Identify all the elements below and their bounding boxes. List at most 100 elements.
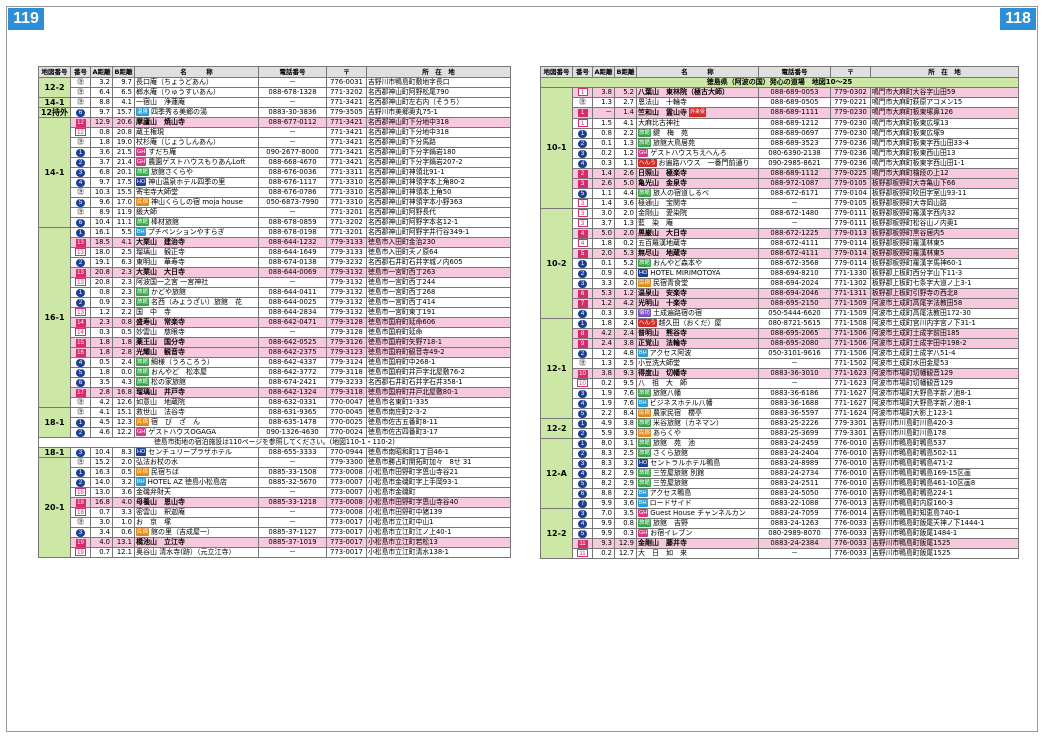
table-row: 18 16.8 4.0 母養山 恩山寺 0885-33-1218 773-0008 小松島市… <box>39 497 511 508</box>
distance-a-cell: 4.1 <box>90 407 113 418</box>
distance-a-cell: 1.4 <box>592 167 615 179</box>
table-row: 5 1.1 4.4 旅館 旅人の宿道しるべ 088-672-6171 779-0104 板野郡… <box>541 187 1019 199</box>
distance-b-cell: 9.3 <box>614 367 637 379</box>
number-badge: 6 <box>578 489 587 497</box>
number-badge: 11 <box>577 539 588 547</box>
facility-name-cell: お 京 塚 <box>134 517 259 528</box>
facility-name-cell: 藍 染 庵 <box>636 217 759 229</box>
facility-name: 三笠屋旅館 <box>653 478 689 487</box>
number-badge: 17 <box>75 389 86 397</box>
distance-a-cell: 3.5 <box>90 377 113 388</box>
distance-b-cell: 4.1 <box>614 117 637 129</box>
phone-cell: 0883-24-1263 <box>758 517 831 529</box>
row-number-cell: 6 <box>572 487 593 499</box>
postal-code-cell: 779-3118 <box>326 387 367 398</box>
phone-cell: 0883-22-1088 <box>758 497 831 509</box>
postal-code-cell: 779-3124 <box>326 357 367 368</box>
distance-b-cell: 2.0 <box>112 457 135 468</box>
distance-a-cell: 12.9 <box>90 117 113 128</box>
number-badge: 13 <box>75 239 86 247</box>
distance-b-cell: 12.1 <box>112 547 135 558</box>
facility-name-cell: 日照山 極楽寺 <box>636 167 759 179</box>
row-number-cell: 5 <box>572 477 593 489</box>
row-number-cell: 4 <box>70 357 91 368</box>
address-cell: 名西郡神山町神領字本小野363 <box>366 197 511 208</box>
address-cell: 鳴門市大麻町檜段の上12 <box>870 167 1019 179</box>
row-number-cell: 3 <box>572 457 593 469</box>
distance-a-cell: 0.9 <box>592 267 615 279</box>
distance-b-cell: 0.8 <box>614 517 637 529</box>
facility-name-cell: HO セントラルホテル鴨島 <box>636 457 759 469</box>
phone-cell: 088-694-8210 <box>758 267 831 279</box>
address-cell: 吉野川市鴨島町飯尾1525 <box>870 537 1019 549</box>
row-number-cell: 2 <box>572 267 593 279</box>
facility-name-cell: 蔵王権現 <box>134 127 259 138</box>
table-row: ㊟ 8.9 11.9 鍛大師 － 771-3201 名西郡神山町阿野長代 <box>39 207 511 218</box>
lodging-type-badge: 旅館 <box>136 298 150 306</box>
row-number-cell: 1 <box>70 287 91 298</box>
phone-cell: － <box>258 517 327 528</box>
distance-b-cell: 2.6 <box>614 167 637 179</box>
address-cell: 吉野川市鴨島町鴨島537 <box>870 437 1019 449</box>
postal-code-cell: 779-0114 <box>830 237 871 249</box>
distance-b-cell: 3.3 <box>112 507 135 518</box>
postal-code-cell: 773-0017 <box>326 537 367 548</box>
postal-code-cell: 773-0017 <box>326 517 367 528</box>
table-row: 1 1.5 4.1 大麻比古神社 088-689-1212 779-0230 鳴門市大麻町板… <box>541 117 1019 129</box>
facility-name-cell: 旅館 旅館八幡 <box>636 387 759 399</box>
facility-name: 神山くらしの宿 moja house <box>151 198 243 207</box>
number-badge: 2 <box>76 159 85 167</box>
postal-code-cell: 771-3421 <box>326 97 367 108</box>
row-number-cell: 3 <box>572 387 593 399</box>
postal-code-cell: 779-3123 <box>326 347 367 358</box>
lodging-type-badge: 旅館 <box>136 358 150 366</box>
facility-name: 長口庵（ちょうどあん） <box>136 78 213 87</box>
number-badge: 18 <box>75 499 86 507</box>
number-badge: 1 <box>578 419 587 427</box>
facility-name: 黒巌山 大日寺 <box>638 228 687 237</box>
table-row: 19 0.7 12.1 奥谷山 清水寺(跡）（元立江寺） － 773-0017 小松島市立江… <box>39 547 511 558</box>
phone-cell: 088-689-0053 <box>758 87 831 98</box>
phone-cell: 088-694-2024 <box>758 277 831 289</box>
row-number-cell: ㊟ <box>70 457 91 468</box>
address-cell: 名西郡神山町阿野字本名12-1 <box>366 217 511 228</box>
distance-a-cell: 0.8 <box>592 127 615 139</box>
address-cell: 徳島市勝占町開拓町加々 8せ 31 <box>366 457 511 468</box>
facility-name: 得度山 切幡寺 <box>638 368 687 377</box>
address-cell: 板野郡上板町引野寺の西北8 <box>870 287 1019 299</box>
table-row: 11 9.3 12.9 金剛山 藤井寺 0883-24-2384 776-0033 吉野川市… <box>541 537 1019 549</box>
number-badge: 16 <box>75 349 86 357</box>
distance-b-cell: 3.5 <box>614 507 637 519</box>
distance-b-cell: 3.2 <box>112 477 135 488</box>
distance-b-cell: 4.1 <box>112 97 135 108</box>
postal-code-cell: 779-0302 <box>830 87 871 98</box>
facility-name-cell: 瑠璃山 観正寺 <box>134 247 259 258</box>
facility-name-cell: 旅館 鯛様（うろころう） <box>134 357 259 368</box>
distance-b-cell: 8.4 <box>614 407 637 419</box>
distance-b-cell: 4.4 <box>614 187 637 199</box>
distance-a-cell: 9.7 <box>90 177 113 188</box>
phone-cell: － <box>758 357 831 369</box>
row-number-cell: 3 <box>572 217 593 229</box>
row-number-cell: 15 <box>70 337 91 348</box>
phone-cell: 088-642-4337 <box>258 357 327 368</box>
facility-name-cell: 得度山 切幡寺 <box>636 367 759 379</box>
row-number-cell: 18 <box>70 487 91 498</box>
address-cell: 名西郡石井町石井字城ノ内605 <box>366 257 511 268</box>
facility-name-cell: 温泉 四季秀る美郷の湯 <box>134 107 259 118</box>
address-cell: 阿波市土成町土成字前田185 <box>870 327 1019 339</box>
table-row: 4 9.7 17.5 HO 神山温泉ホテル四季の里 088-676-1117 771-331… <box>39 177 511 188</box>
phone-cell: 0883-25-2226 <box>758 417 831 429</box>
postal-code-cell: 771-3421 <box>326 137 367 148</box>
facility-name-cell: 弘法お杖の水 <box>134 457 259 468</box>
map-number-cell: 10-2 <box>540 207 573 319</box>
column-header: B距離 <box>112 66 135 78</box>
distance-a-cell: － <box>592 107 615 119</box>
number-badge: 3 <box>578 389 587 397</box>
left-table-body: 12-2 ㊟ 3.2 9.7 長口庵（ちょうどあん）－ 776-0031 吉野川市鴨島町敷地… <box>38 77 511 558</box>
lodging-type-badge: 民宿 <box>638 409 652 417</box>
phone-cell: 0883-24-2734 <box>758 467 831 479</box>
address-cell: 小松島市立江町若松13 <box>366 537 511 548</box>
address-cell: 吉野川市鴨島町内原160-3 <box>870 497 1019 509</box>
table-row: 2 14.0 3.2 BH HOTEL AZ 徳島小松島店 0885-32-5670 773… <box>39 477 511 488</box>
